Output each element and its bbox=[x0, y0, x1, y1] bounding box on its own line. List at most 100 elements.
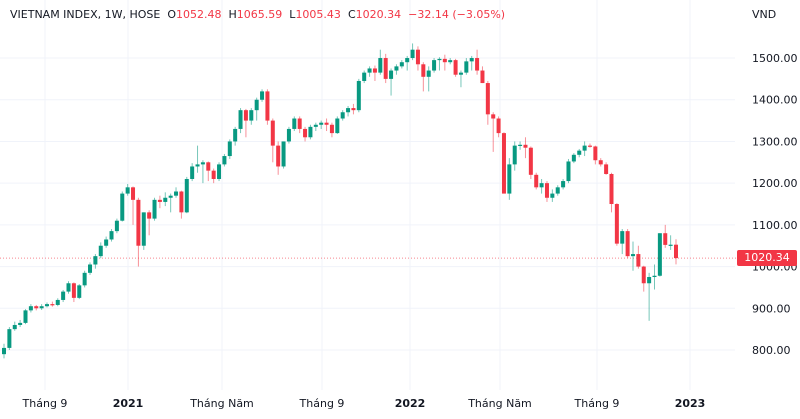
candle-down bbox=[131, 187, 136, 200]
candle-down bbox=[604, 164, 609, 174]
candle-up bbox=[260, 91, 265, 100]
candle-up bbox=[630, 254, 635, 257]
candle-down bbox=[587, 145, 592, 147]
candle-down bbox=[297, 118, 302, 129]
y-tick-label: 1400.00 bbox=[752, 94, 798, 107]
last-price-label: 1020.34 bbox=[737, 250, 797, 267]
candle-down bbox=[147, 212, 152, 219]
candle-up bbox=[426, 70, 431, 77]
candle-up bbox=[432, 60, 437, 71]
candle-up bbox=[319, 122, 324, 125]
low-value: 1005.43 bbox=[295, 8, 341, 21]
candle-up bbox=[66, 283, 71, 292]
candle-down bbox=[157, 199, 162, 202]
candle-up bbox=[362, 72, 367, 81]
y-tick-label: 800.00 bbox=[752, 344, 791, 357]
candle-up bbox=[281, 141, 286, 167]
y-tick-label: 900.00 bbox=[752, 302, 791, 315]
candle-down bbox=[534, 174, 539, 188]
candle-up bbox=[308, 126, 313, 138]
candle-up bbox=[286, 128, 291, 142]
candle-up bbox=[620, 231, 625, 244]
candle-up bbox=[292, 118, 297, 129]
candle-down bbox=[475, 58, 480, 71]
y-tick-label: 1500.00 bbox=[752, 52, 798, 65]
close-label: C bbox=[347, 8, 356, 21]
candle-down bbox=[523, 144, 528, 148]
candle-up bbox=[356, 80, 361, 111]
candle-up bbox=[28, 306, 33, 311]
candle-up bbox=[222, 156, 227, 165]
x-tick-label: Tháng 9 bbox=[574, 397, 620, 410]
change-value: −32.14 (−3.05%) bbox=[408, 8, 506, 21]
candle-down bbox=[421, 64, 426, 77]
candle-up bbox=[7, 329, 12, 348]
ohlc-legend: VIETNAM INDEX, 1W, HOSE O1052.48 H1065.5… bbox=[10, 8, 505, 21]
candle-down bbox=[663, 233, 668, 245]
candle-up bbox=[340, 112, 345, 119]
candle-up bbox=[39, 306, 44, 309]
high-value: 1065.59 bbox=[236, 8, 283, 21]
candle-down bbox=[614, 204, 619, 244]
candle-up bbox=[174, 191, 179, 196]
candle-down bbox=[415, 49, 420, 65]
symbol-title: VIETNAM INDEX, 1W, HOSE bbox=[10, 8, 161, 21]
candle-up bbox=[141, 212, 146, 246]
candle-down bbox=[351, 108, 356, 111]
candle-up bbox=[657, 233, 662, 276]
candle-up bbox=[458, 72, 463, 75]
candle-up bbox=[227, 141, 232, 157]
y-tick-label: 1200.00 bbox=[752, 177, 798, 190]
open-value: 1052.48 bbox=[176, 8, 222, 21]
candle-up bbox=[389, 70, 394, 79]
candle-down bbox=[324, 122, 329, 125]
candle-up bbox=[335, 118, 340, 134]
candle-up bbox=[254, 99, 259, 111]
candle-up bbox=[200, 162, 205, 165]
y-tick-label: 1100.00 bbox=[752, 219, 798, 232]
candle-up bbox=[125, 187, 130, 194]
candle-up bbox=[163, 197, 168, 202]
x-tick-label: Tháng Năm bbox=[467, 397, 532, 410]
candle-down bbox=[71, 283, 76, 298]
x-tick-label: 2023 bbox=[675, 397, 706, 410]
candle-up bbox=[98, 245, 103, 257]
candle-up bbox=[238, 110, 243, 129]
candle-up bbox=[23, 310, 28, 323]
currency-unit: VND bbox=[752, 8, 777, 21]
candle-up bbox=[82, 272, 87, 286]
candle-up bbox=[464, 61, 469, 73]
candle-up bbox=[469, 58, 474, 62]
candle-down bbox=[544, 183, 549, 198]
candle-up bbox=[394, 66, 399, 71]
candle-down bbox=[625, 231, 630, 257]
candle-up bbox=[399, 62, 404, 67]
candle-up bbox=[88, 264, 93, 273]
candle-down bbox=[179, 191, 184, 213]
candle-up bbox=[437, 58, 442, 61]
candle-up bbox=[45, 304, 50, 307]
candle-up bbox=[571, 154, 576, 162]
candle-up bbox=[2, 347, 6, 355]
candle-down bbox=[50, 304, 55, 306]
candle-up bbox=[539, 183, 544, 188]
candle-up bbox=[410, 49, 415, 59]
candle-up bbox=[378, 58, 383, 73]
close-value: 1020.34 bbox=[355, 8, 402, 21]
x-tick-label: 2022 bbox=[395, 397, 426, 410]
candle-up bbox=[61, 291, 66, 300]
candle-down bbox=[34, 306, 39, 309]
candle-down bbox=[636, 254, 641, 267]
candle-up bbox=[152, 199, 157, 219]
candle-up bbox=[561, 181, 566, 188]
candle-down bbox=[496, 118, 501, 134]
candle-up bbox=[184, 178, 189, 213]
candle-up bbox=[367, 68, 372, 73]
candle-down bbox=[243, 110, 248, 121]
candle-down bbox=[372, 68, 377, 73]
candle-down bbox=[641, 266, 646, 284]
candle-up bbox=[120, 193, 125, 221]
candle-down bbox=[276, 145, 281, 167]
candle-down bbox=[674, 244, 678, 259]
